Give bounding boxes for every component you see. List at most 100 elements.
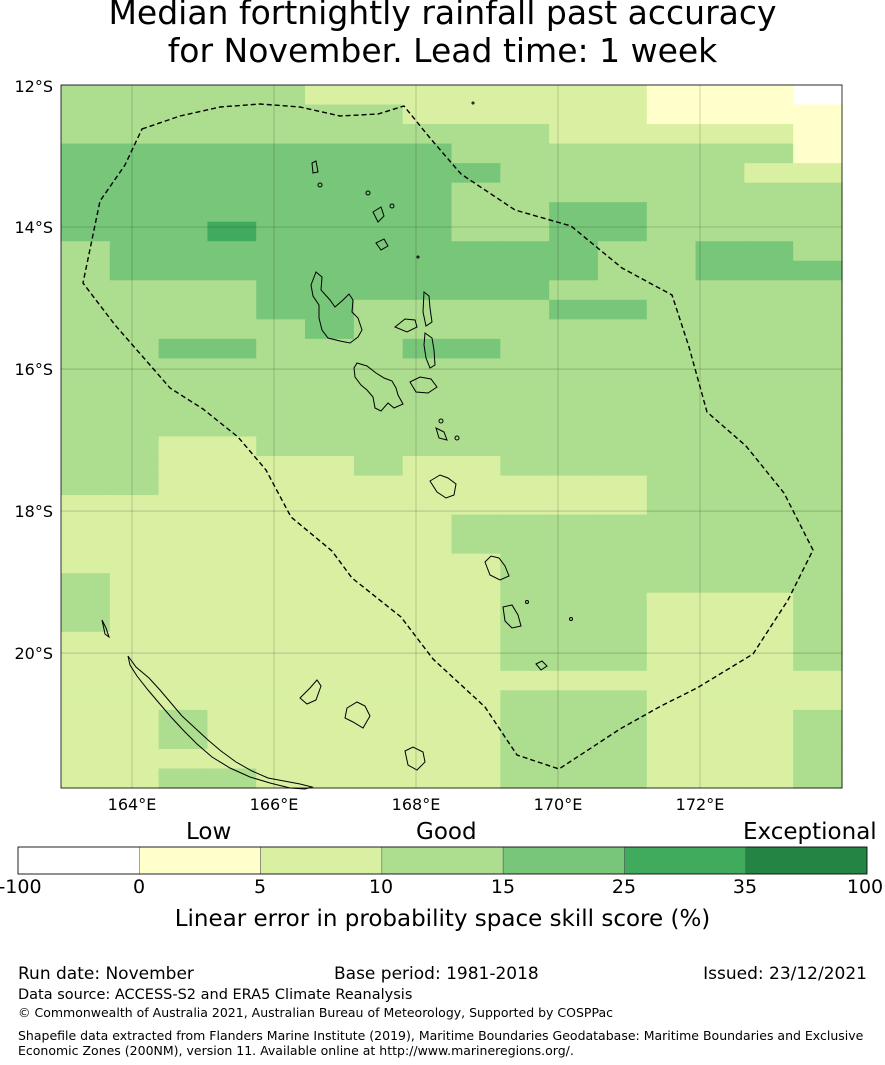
coast-maewo — [422, 290, 433, 327]
skill-cell — [646, 514, 697, 535]
skill-cell — [744, 768, 794, 789]
skill-cell — [61, 241, 111, 262]
skill-cell — [597, 612, 648, 633]
skill-cell — [549, 260, 599, 281]
skill-cell — [597, 475, 648, 496]
skill-cell — [353, 553, 404, 574]
coast-espiritu-santo — [310, 271, 363, 344]
skill-cell — [61, 358, 111, 379]
skill-cell — [451, 768, 501, 789]
skill-cell — [744, 534, 794, 555]
skill-cell — [695, 241, 745, 262]
coast-loyalty-1 — [299, 679, 322, 705]
skill-cell — [695, 495, 745, 516]
skill-cell — [695, 475, 745, 496]
skill-cell — [744, 456, 794, 477]
skill-cell — [500, 514, 550, 535]
skill-cell — [597, 592, 648, 613]
skill-cell — [402, 260, 453, 281]
skill-cell — [207, 143, 257, 164]
skill-cell — [402, 456, 453, 477]
skill-cell — [549, 436, 599, 457]
skill-cell — [256, 651, 306, 672]
skill-cell — [207, 534, 257, 555]
colorbar-tick-0: 0 — [132, 876, 146, 898]
skill-cell — [695, 377, 745, 399]
skill-cell — [402, 514, 453, 535]
skill-cell — [109, 260, 160, 281]
skill-cell — [353, 319, 404, 340]
colorbar-category-low: Low — [186, 819, 232, 845]
skill-cell — [256, 319, 306, 340]
skill-cell — [109, 377, 160, 399]
skill-cell — [305, 553, 355, 574]
skill-cell — [256, 729, 306, 750]
coast-pentecost — [423, 332, 436, 369]
skill-cell — [402, 768, 453, 789]
skill-cell — [549, 377, 599, 399]
skill-cell — [549, 124, 599, 145]
skill-cell — [61, 768, 111, 789]
colorbar-tick-15: 15 — [490, 876, 516, 898]
skill-cell — [646, 260, 697, 281]
skill-cell — [500, 397, 550, 418]
skill-cell — [793, 553, 843, 574]
skill-cell — [597, 163, 648, 184]
title-line-1: Median fortnightly rainfall past accurac… — [108, 0, 777, 32]
skill-cell — [500, 729, 550, 750]
lon-label-170e: 170°E — [534, 795, 583, 814]
skill-cell — [158, 397, 209, 418]
skill-cell — [402, 534, 453, 555]
coast-torres — [311, 160, 319, 174]
skill-cell — [451, 202, 501, 223]
skill-cell — [207, 495, 257, 516]
map-frame — [60, 84, 843, 789]
colorbar-frame — [17, 846, 868, 875]
skill-cell — [646, 729, 697, 750]
skill-cell — [305, 612, 355, 633]
skill-cell — [451, 416, 501, 438]
skill-cell — [597, 319, 648, 340]
skill-cell — [207, 456, 257, 477]
skill-cell — [451, 182, 501, 203]
skill-cell — [109, 573, 160, 594]
skill-cell — [109, 397, 160, 418]
skill-cell — [695, 729, 745, 750]
skill-cell — [207, 124, 257, 145]
skill-cell — [451, 260, 501, 281]
skill-cell — [744, 202, 794, 223]
skill-cell — [793, 260, 843, 281]
skill-cell — [793, 690, 843, 711]
skill-cell — [451, 358, 501, 379]
skill-cell — [549, 573, 599, 594]
skill-cell — [207, 768, 257, 789]
skill-cell — [695, 85, 745, 106]
skill-cell — [256, 338, 306, 359]
coast-erromango — [484, 555, 510, 581]
skill-cell — [744, 338, 794, 359]
skill-cell — [61, 729, 111, 750]
skill-cell — [549, 280, 599, 301]
skill-cell — [744, 319, 794, 340]
skill-cell — [402, 553, 453, 574]
skill-cell — [500, 377, 550, 399]
skill-cell — [695, 358, 745, 379]
skill-cell — [402, 319, 453, 340]
skill-cell — [158, 163, 209, 184]
skill-cell — [207, 475, 257, 496]
skill-cell — [549, 416, 599, 438]
colorbar-tick-minus100: -100 — [0, 876, 42, 898]
skill-cell — [305, 592, 355, 613]
skill-cell — [207, 260, 257, 281]
skill-cell — [158, 416, 209, 438]
skill-cell — [109, 456, 160, 477]
skill-cell — [61, 553, 111, 574]
skill-cell — [158, 534, 209, 555]
skill-cell — [646, 416, 697, 438]
skill-cell — [793, 397, 843, 418]
skill-cell — [549, 729, 599, 750]
skill-cell — [158, 456, 209, 477]
skill-cell — [158, 553, 209, 574]
skill-cell — [549, 85, 599, 106]
skill-cell — [353, 241, 404, 262]
